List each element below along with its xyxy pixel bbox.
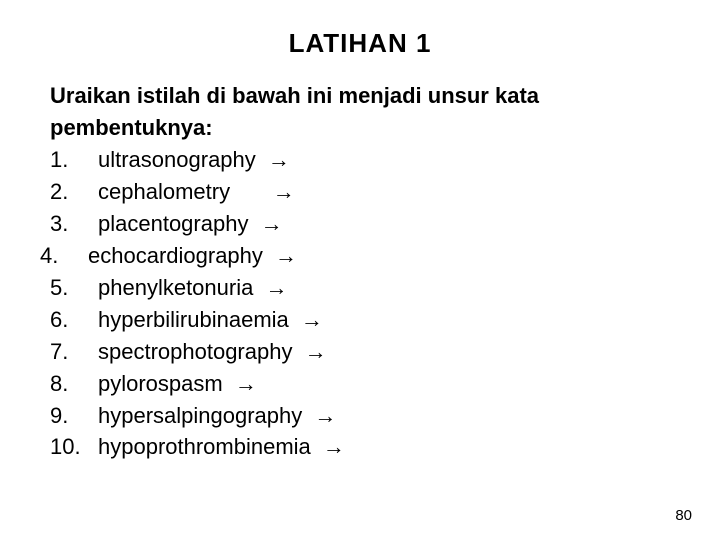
arrow-icon: → — [261, 208, 283, 240]
list-item: 1. ultrasonography → — [50, 144, 670, 176]
list-item: 2. cephalometry → — [50, 176, 670, 208]
item-term: echocardiography — [88, 240, 269, 272]
arrow-icon: → — [314, 400, 336, 432]
list-item: 8. pylorospasm → — [50, 368, 670, 400]
list-item: 7. spectrophotography → — [50, 336, 670, 368]
page-title: LATIHAN 1 — [50, 28, 670, 59]
list-item: 6. hyperbilirubinaemia → — [50, 304, 670, 336]
slide-page: LATIHAN 1 Uraikan istilah di bawah ini m… — [0, 0, 720, 540]
instruction-block: Uraikan istilah di bawah ini menjadi uns… — [50, 81, 670, 142]
item-number: 8. — [50, 368, 98, 400]
item-number: 3. — [50, 208, 98, 240]
item-number: 6. — [50, 304, 98, 336]
arrow-icon: → — [265, 272, 287, 304]
list-item: 4. echocardiography → — [40, 240, 670, 272]
item-term: hypersalpingography — [98, 400, 308, 432]
arrow-icon: → — [273, 176, 295, 208]
item-term: cephalometry — [98, 176, 267, 208]
term-list: 1. ultrasonography → 2. cephalometry → 3… — [50, 144, 670, 463]
item-term: placentography — [98, 208, 255, 240]
item-number: 2. — [50, 176, 98, 208]
item-number: 5. — [50, 272, 98, 304]
instruction-line-1: Uraikan istilah di bawah ini menjadi uns… — [50, 81, 670, 111]
list-item: 3. placentography → — [50, 208, 670, 240]
item-term: hyperbilirubinaemia — [98, 304, 295, 336]
item-number: 7. — [50, 336, 98, 368]
arrow-icon: → — [275, 240, 297, 272]
item-number: 10. — [50, 431, 98, 463]
item-term: hypoprothrombinemia — [98, 431, 317, 463]
item-term: spectrophotography — [98, 336, 299, 368]
list-item: 9. hypersalpingography → — [50, 400, 670, 432]
page-number: 80 — [675, 507, 692, 524]
item-number: 1. — [50, 144, 98, 176]
item-term: ultrasonography — [98, 144, 262, 176]
item-term: phenylketonuria — [98, 272, 259, 304]
arrow-icon: → — [301, 304, 323, 336]
list-item: 5. phenylketonuria → — [50, 272, 670, 304]
arrow-icon: → — [268, 144, 290, 176]
arrow-icon: → — [323, 431, 345, 463]
instruction-line-2: pembentuknya: — [50, 113, 670, 143]
item-number: 9. — [50, 400, 98, 432]
arrow-icon: → — [235, 368, 257, 400]
list-item: 10. hypoprothrombinemia → — [50, 431, 670, 463]
arrow-icon: → — [305, 336, 327, 368]
item-term: pylorospasm — [98, 368, 229, 400]
